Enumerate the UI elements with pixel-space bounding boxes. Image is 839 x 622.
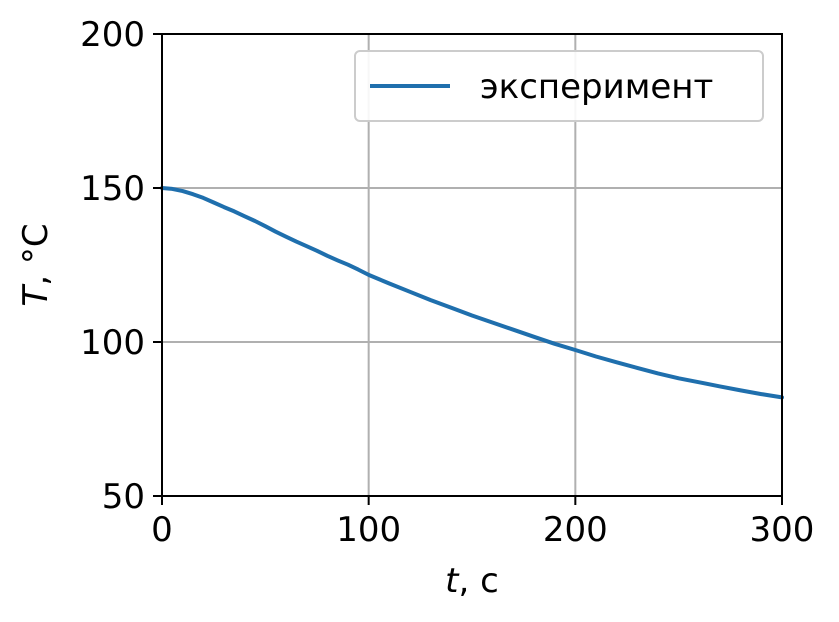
series-line-experiment: [160, 186, 784, 400]
x-axis-label: t, с: [445, 561, 499, 601]
x-axis-var: t: [445, 561, 460, 601]
plot-frame: [161, 33, 783, 497]
y-tick-label: 50: [102, 477, 145, 517]
x-tick-label: 300: [750, 510, 815, 550]
y-tick-label: 200: [80, 15, 145, 55]
x-axis-unit: , с: [459, 561, 499, 601]
ticks: 0 100 200 300 50 100 150 200: [80, 15, 814, 550]
legend-box: [354, 50, 764, 122]
x-tick-label: 200: [543, 510, 608, 550]
y-tick-label: 100: [80, 323, 145, 363]
legend-label: эксперимент: [480, 67, 713, 107]
x-tick-label: 100: [336, 510, 401, 550]
y-axis-unit: , °C: [16, 223, 56, 285]
x-tick-label: 0: [151, 510, 173, 550]
y-axis-var: T: [16, 284, 56, 307]
y-axis-label: T, °C: [16, 223, 56, 306]
series-layer: [160, 186, 784, 400]
y-tick-label: 150: [80, 169, 145, 209]
legend: эксперимент: [354, 50, 764, 122]
